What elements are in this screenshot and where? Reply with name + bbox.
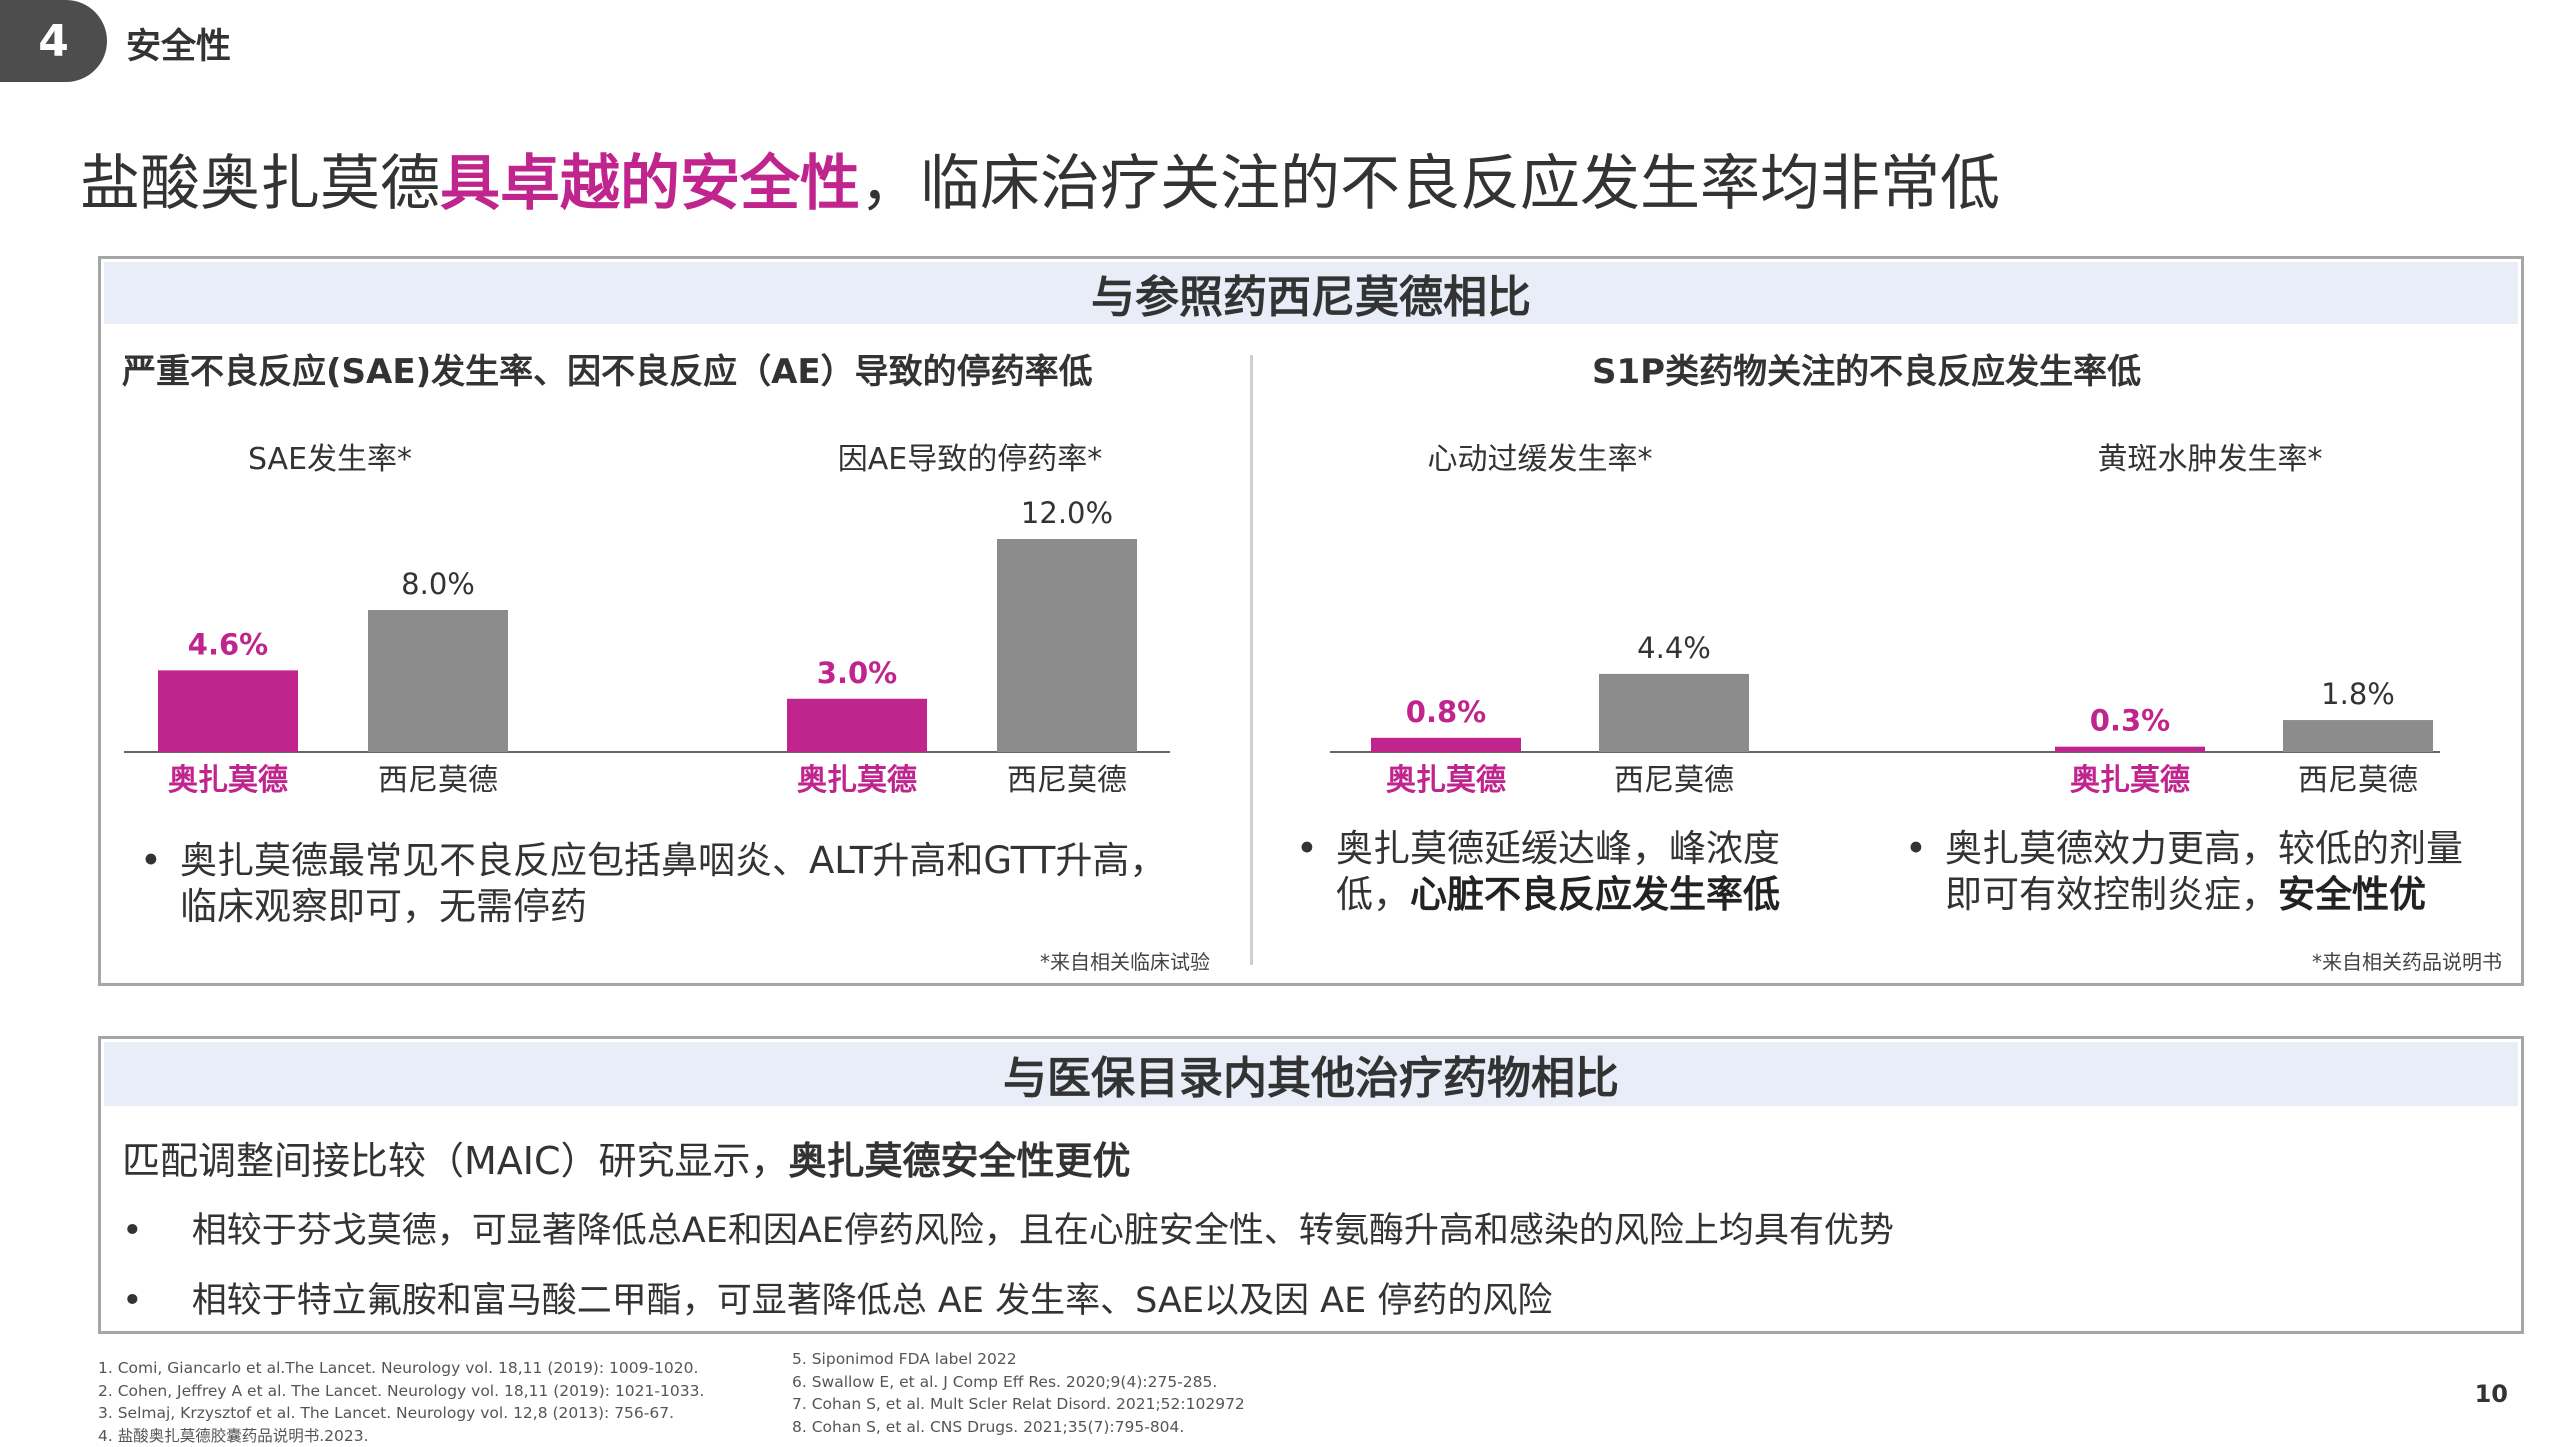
category-label: 西尼莫德	[1007, 763, 1127, 798]
right-bullet-2: • 奥扎莫德效力更高，较低的剂量即可有效控制炎症，安全性优	[1905, 826, 2495, 918]
bar-siponimod-chart2	[997, 539, 1137, 752]
bullet-dot-icon: •	[122, 1211, 143, 1251]
reference-item: 7. Cohan S, et al. Mult Scler Relat Diso…	[792, 1393, 1245, 1416]
box2-intro-bold: 奥扎莫德安全性更优	[789, 1139, 1131, 1183]
bar-siponimod-chart1	[368, 610, 508, 752]
category-label: 奥扎莫德	[1386, 763, 1506, 798]
reference-item: 4. 盐酸奥扎莫德胶囊药品说明书.2023.	[98, 1425, 704, 1447]
right-bullet-1: • 奥扎莫德延缓达峰，峰浓度低，心脏不良反应发生率低	[1296, 826, 1816, 918]
bullet-dot-icon: •	[122, 1281, 143, 1321]
bar-ozanimod-chart4	[2055, 747, 2205, 752]
data-label: 0.3%	[2090, 704, 2170, 738]
data-label: 4.6%	[188, 627, 268, 661]
category-label: 奥扎莫德	[2070, 763, 2190, 798]
left-bullet-text: 奥扎莫德最常见不良反应包括鼻咽炎、ALT升高和GTT升高，临床观察即可，无需停药	[180, 838, 1200, 930]
box2-bullet-1-text: 相较于芬戈莫德，可显著降低总AE和因AE停药风险，且在心脏安全性、转氨酶升高和感…	[192, 1211, 1894, 1251]
category-label: 奥扎莫德	[168, 763, 288, 798]
reference-item: 2. Cohen, Jeffrey A et al. The Lancet. N…	[98, 1380, 704, 1403]
bullet-dot-icon: •	[1296, 826, 1318, 872]
references-right: 5. Siponimod FDA label 2022 6. Swallow E…	[792, 1348, 1245, 1438]
reference-item: 6. Swallow E, et al. J Comp Eff Res. 202…	[792, 1371, 1245, 1394]
data-label: 4.4%	[1637, 631, 1711, 665]
bar-siponimod-chart4	[2283, 720, 2433, 752]
bullet-dot-icon: •	[140, 838, 162, 884]
right-footnote: *来自相关药品说明书	[2312, 946, 2502, 975]
box2-bullet-2: • 相较于特立氟胺和富马酸二甲酯，可显著降低总 AE 发生率、SAE以及因 AE…	[122, 1278, 1552, 1324]
left-footnote: *来自相关临床试验	[1040, 946, 1210, 975]
left-bullet: • 奥扎莫德最常见不良反应包括鼻咽炎、ALT升高和GTT升高，临床观察即可，无需…	[140, 838, 1200, 930]
data-label: 3.0%	[817, 656, 897, 690]
reference-item: 1. Comi, Giancarlo et al.The Lancet. Neu…	[98, 1357, 704, 1380]
category-label: 西尼莫德	[378, 763, 498, 798]
reference-item: 8. Cohan S, et al. CNS Drugs. 2021;35(7)…	[792, 1416, 1245, 1439]
right-bullet-1-text: 奥扎莫德延缓达峰，峰浓度低，心脏不良反应发生率低	[1336, 826, 1816, 918]
references-left: 1. Comi, Giancarlo et al.The Lancet. Neu…	[98, 1357, 704, 1447]
right-bullet-2-bold: 安全性优	[2278, 873, 2426, 916]
right-bullet-2-text: 奥扎莫德效力更高，较低的剂量即可有效控制炎症，安全性优	[1945, 826, 2495, 918]
bar-siponimod-chart3	[1599, 674, 1749, 752]
bar-ozanimod-chart1	[158, 670, 298, 752]
bar-ozanimod-chart3	[1371, 738, 1521, 752]
reference-item: 5. Siponimod FDA label 2022	[792, 1348, 1245, 1371]
box2-header: 与医保目录内其他治疗药物相比	[104, 1042, 2518, 1106]
category-label: 奥扎莫德	[797, 763, 917, 798]
reference-item: 3. Selmaj, Krzysztof et al. The Lancet. …	[98, 1402, 704, 1425]
data-label: 8.0%	[401, 567, 475, 601]
data-label: 12.0%	[1021, 496, 1113, 530]
category-label: 西尼莫德	[1614, 763, 1734, 798]
data-label: 0.8%	[1406, 695, 1486, 729]
box2-intro: 匹配调整间接比较（MAIC）研究显示，奥扎莫德安全性更优	[122, 1130, 1131, 1185]
box2-bullet-2-text: 相较于特立氟胺和富马酸二甲酯，可显著降低总 AE 发生率、SAE以及因 AE 停…	[192, 1281, 1553, 1321]
bar-ozanimod-chart2	[787, 699, 927, 752]
page-number: 10	[2475, 1380, 2508, 1408]
data-label: 1.8%	[2321, 677, 2395, 711]
box2-bullet-1: • 相较于芬戈莫德，可显著降低总AE和因AE停药风险，且在心脏安全性、转氨酶升高…	[122, 1208, 1894, 1254]
category-label: 西尼莫德	[2298, 763, 2418, 798]
bullet-dot-icon: •	[1905, 826, 1927, 872]
right-bullet-1-bold: 心脏不良反应发生率低	[1410, 873, 1780, 916]
box2-intro-plain: 匹配调整间接比较（MAIC）研究显示，	[122, 1139, 789, 1183]
